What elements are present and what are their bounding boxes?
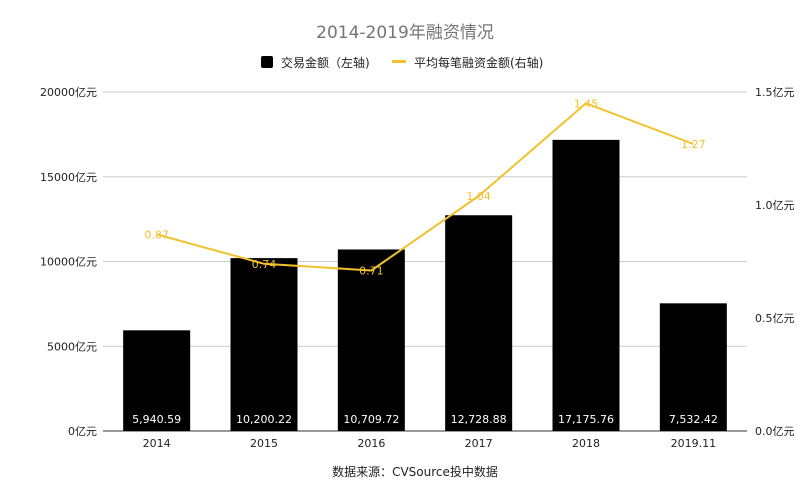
right-tick-label: 1.5亿元 (755, 86, 795, 99)
bar-value-label: 7,532.42 (669, 413, 718, 426)
x-tick-label: 2014 (143, 437, 171, 450)
left-tick-label: 0亿元 (68, 425, 97, 438)
left-tick-label: 10000亿元 (40, 256, 97, 269)
line-value-label: 1.45 (574, 97, 599, 110)
left-tick-label: 20000亿元 (40, 86, 97, 99)
bar-value-label: 5,940.59 (132, 413, 181, 426)
x-axis: 2014 2015 2016 2017 2018 2019.11 (143, 437, 716, 450)
x-tick-label: 2018 (572, 437, 600, 450)
legend-line-label: 平均每笔融资金额(右轴) (414, 55, 543, 70)
line-value-label: 0.87 (144, 228, 169, 241)
line-path (156, 102, 694, 272)
chart-title: 2014-2019年融资情况 (316, 23, 494, 43)
right-axis: 0.0亿元 0.5亿元 1.0亿元 1.5亿元 (755, 86, 795, 438)
left-tick-label: 15000亿元 (40, 171, 97, 184)
gridlines (103, 91, 747, 432)
line-series: 0.87 0.74 0.71 1.04 1.45 1.27 (144, 97, 705, 277)
bar-value-label: 10,709.72 (343, 413, 399, 426)
bar (445, 215, 513, 431)
legend: 交易金额（左轴) 平均每笔融资金额(右轴) (261, 55, 543, 70)
bar (123, 330, 191, 431)
bar (659, 303, 727, 431)
x-tick-label: 2017 (465, 437, 493, 450)
bar (552, 139, 620, 432)
source-note: 数据来源：CVSource投中数据 (332, 464, 498, 479)
bar-series: 5,940.59 10,200.22 10,709.72 12,728.88 17,17… (123, 139, 727, 432)
legend-bar-label: 交易金额（左轴) (281, 55, 370, 70)
x-tick-label: 2019.11 (671, 437, 717, 450)
x-tick-label: 2015 (250, 437, 278, 450)
bar-value-label: 10,200.22 (236, 413, 292, 426)
legend-bar-swatch (261, 56, 273, 68)
bar-value-label: 17,175.76 (558, 413, 614, 426)
line-value-label: 1.04 (466, 190, 491, 203)
left-tick-label: 5000亿元 (47, 340, 97, 353)
line-value-label: 0.71 (359, 265, 384, 278)
left-axis: 0亿元 5000亿元 10000亿元 15000亿元 20000亿元 (40, 86, 97, 438)
legend-line-swatch (392, 60, 406, 63)
bar-value-label: 12,728.88 (451, 413, 507, 426)
bar (230, 258, 298, 431)
right-tick-label: 0.5亿元 (755, 312, 795, 325)
right-tick-label: 0.0亿元 (755, 425, 795, 438)
line-value-label: 1.27 (681, 138, 706, 151)
right-tick-label: 1.0亿元 (755, 199, 795, 212)
bar (337, 249, 405, 431)
x-tick-label: 2016 (357, 437, 385, 450)
line-value-label: 0.74 (252, 258, 277, 271)
